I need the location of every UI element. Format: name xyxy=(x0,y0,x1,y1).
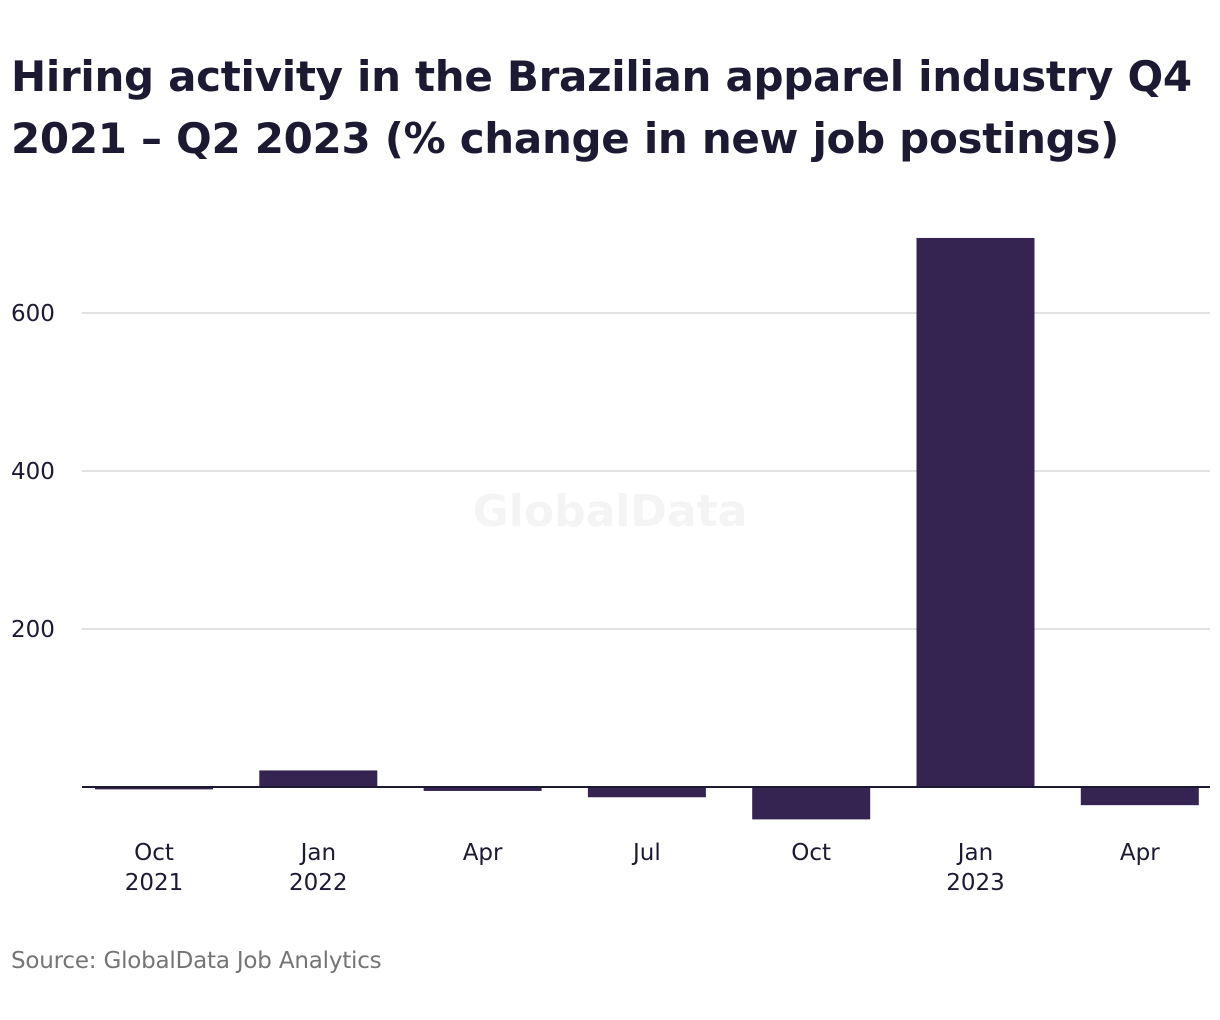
bar xyxy=(259,770,378,787)
x-axis-ticks: Oct 2021 Jan 2022 Apr Jul Oct Jan 2023 Apr xyxy=(125,840,1161,896)
x-tick-label: 2022 xyxy=(289,870,348,896)
x-tick-label: Oct xyxy=(134,840,174,866)
bar xyxy=(1080,787,1199,806)
x-tick-label: Apr xyxy=(1120,840,1160,866)
x-tick-label: Jan xyxy=(956,840,993,866)
x-tick-label: 2023 xyxy=(946,870,1005,896)
y-axis-ticks: 200 400 600 xyxy=(11,301,55,643)
x-tick-label: 2021 xyxy=(125,870,184,896)
source-note: Source: GlobalData Job Analytics xyxy=(11,948,382,974)
x-tick-label: Apr xyxy=(463,840,503,866)
x-tick-label: Jan xyxy=(299,840,336,866)
bar xyxy=(423,787,542,791)
y-tick-label: 200 xyxy=(11,617,55,643)
bar xyxy=(752,787,871,820)
chart-title: Hiring activity in the Brazilian apparel… xyxy=(11,52,1192,163)
watermark: GlobalData xyxy=(473,486,748,537)
x-tick-label: Oct xyxy=(791,840,831,866)
gridlines xyxy=(82,312,1210,630)
y-tick-label: 400 xyxy=(11,459,55,485)
bar xyxy=(587,787,706,798)
bar xyxy=(916,237,1035,787)
bar xyxy=(95,787,213,790)
y-tick-label: 600 xyxy=(11,301,55,327)
x-tick-label: Jul xyxy=(631,840,661,866)
bars xyxy=(95,237,1199,820)
